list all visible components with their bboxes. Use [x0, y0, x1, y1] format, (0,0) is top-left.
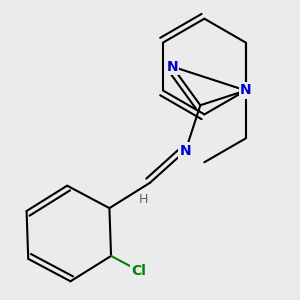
Text: N: N — [167, 59, 178, 74]
Text: N: N — [240, 83, 252, 98]
Text: N: N — [180, 144, 191, 158]
Text: H: H — [139, 193, 148, 206]
Text: Cl: Cl — [131, 263, 146, 278]
